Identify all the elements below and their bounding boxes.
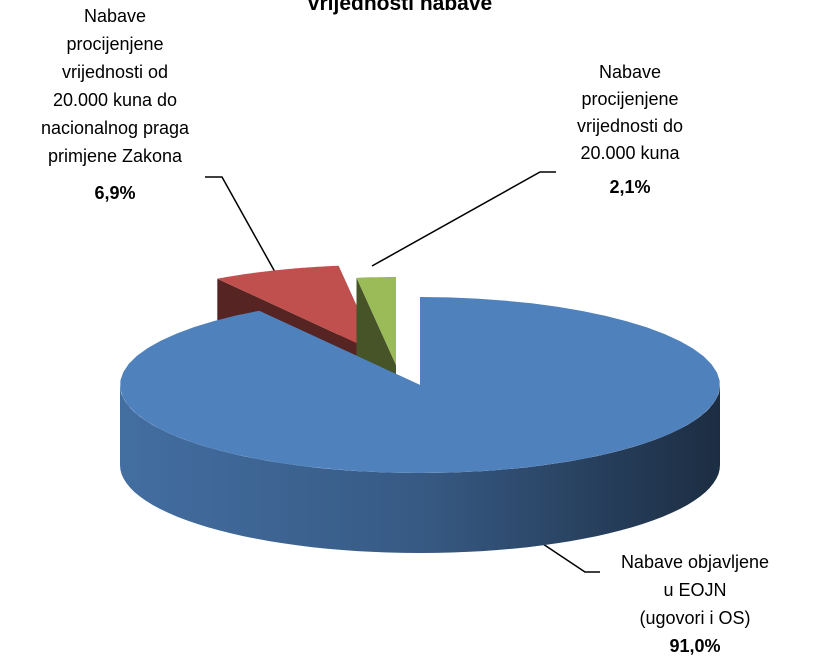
- chart-title: vrijednosti nabave: [308, 0, 492, 15]
- slice-label: Nabave procijenjene vrijednosti od 20.000 k…: [41, 6, 190, 166]
- slice-top: [217, 265, 378, 353]
- leader-line: [371, 171, 556, 267]
- value-label: 2,1%: [609, 177, 650, 197]
- slice-top: [120, 297, 720, 473]
- slice-side: [120, 385, 720, 553]
- slice-top: [356, 277, 396, 365]
- slice-label: Nabave procijenjene vrijednosti do 20.000 k…: [577, 62, 683, 163]
- leader-line: [205, 176, 276, 273]
- value-label: 6,9%: [94, 183, 135, 203]
- slice-label: Nabave objavljene u EOJN (ugovori i OS): [621, 552, 769, 628]
- value-label: 91,0%: [669, 636, 720, 656]
